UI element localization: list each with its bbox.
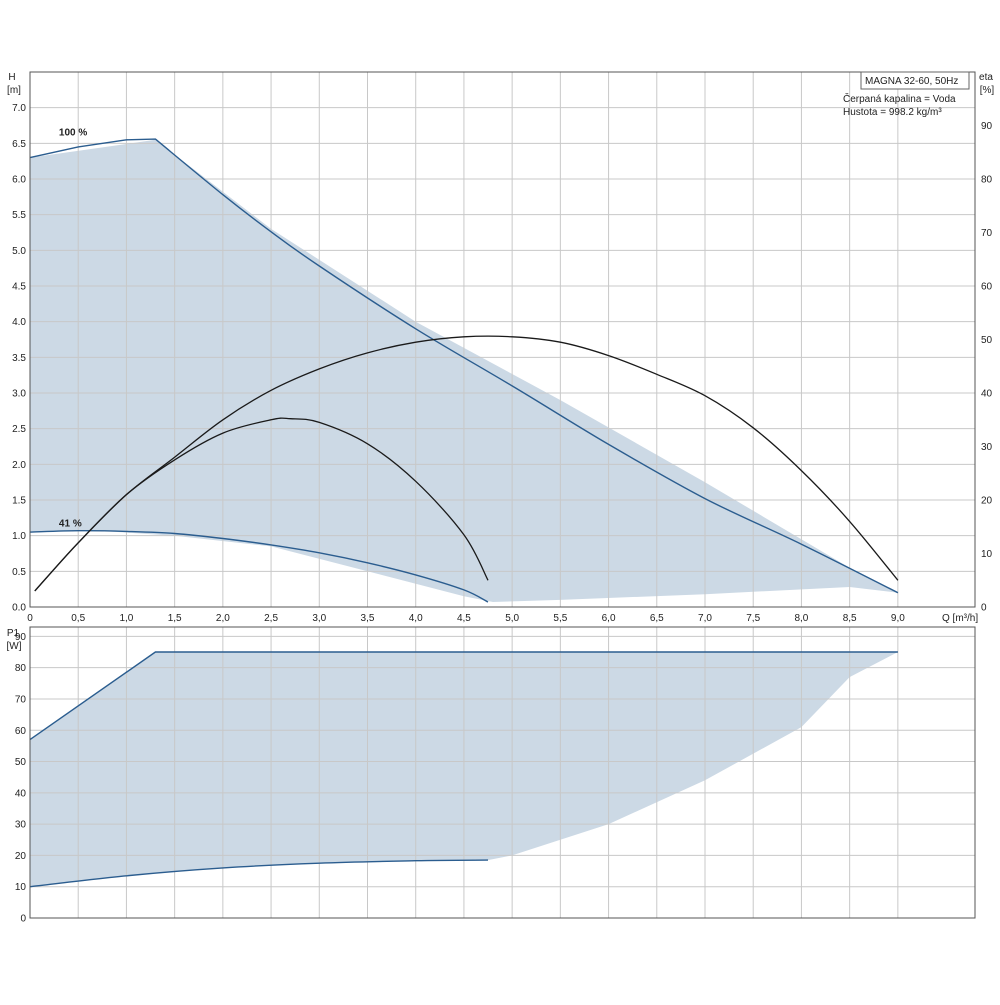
y-tick-label: 1.5 bbox=[12, 496, 26, 507]
x-tick-label: 9,0 bbox=[891, 613, 905, 624]
legend-title: MAGNA 32-60, 50Hz bbox=[865, 76, 958, 87]
x-tick-label: 2,0 bbox=[216, 613, 230, 624]
x-tick-label: 2,5 bbox=[264, 613, 278, 624]
y2-tick-label: 40 bbox=[981, 389, 993, 400]
y-tick-label: 6.0 bbox=[12, 175, 26, 186]
head-panel-frame bbox=[29, 71, 976, 608]
y-tick-label: 0.5 bbox=[12, 567, 26, 578]
power-y-tick-label: 90 bbox=[15, 632, 27, 643]
y-tick-label: 4.5 bbox=[12, 282, 26, 293]
power-y-tick-label: 30 bbox=[15, 820, 27, 831]
power-y-tick-label: 70 bbox=[15, 694, 27, 705]
x-axis-label: Q [m³/h] bbox=[942, 613, 978, 624]
x-tick-label: 6,5 bbox=[650, 613, 664, 624]
power-y-tick-label: 50 bbox=[15, 757, 27, 768]
power-curve-100 bbox=[29, 651, 898, 741]
x-tick-label: 0 bbox=[27, 613, 33, 624]
x-tick-label: 4,0 bbox=[409, 613, 423, 624]
y2-tick-label: 80 bbox=[981, 175, 993, 186]
y-tick-label: 2.5 bbox=[12, 424, 26, 435]
power-y-tick-label: 20 bbox=[15, 851, 27, 862]
power-y-axis-label: P1 bbox=[7, 628, 20, 639]
y2-axis-label: eta bbox=[979, 72, 993, 83]
y2-tick-label: 30 bbox=[981, 442, 993, 453]
power-curve-41 bbox=[29, 859, 489, 888]
y-tick-label: 4.0 bbox=[12, 317, 26, 328]
x-tick-label: 7,5 bbox=[746, 613, 760, 624]
x-tick-label: 5,5 bbox=[553, 613, 567, 624]
x-tick-label: 8,0 bbox=[794, 613, 808, 624]
power-y-tick-label: 0 bbox=[20, 914, 26, 925]
y-tick-label: 7.0 bbox=[12, 103, 26, 114]
power-y-tick-label: 10 bbox=[15, 882, 27, 893]
curve-label: 100 % bbox=[59, 128, 87, 139]
y-axis-unit-label: [m] bbox=[7, 85, 21, 96]
x-tick-label: 4,5 bbox=[457, 613, 471, 624]
y2-tick-label: 10 bbox=[981, 549, 993, 560]
x-tick-label: 8,5 bbox=[843, 613, 857, 624]
y-tick-label: 2.0 bbox=[12, 460, 26, 471]
y-tick-label: 3.0 bbox=[12, 389, 26, 400]
x-tick-label: 0,5 bbox=[71, 613, 85, 624]
y-tick-label: 0.0 bbox=[12, 603, 26, 614]
y2-tick-label: 70 bbox=[981, 228, 993, 239]
y2-tick-label: 60 bbox=[981, 282, 993, 293]
power-y-tick-label: 40 bbox=[15, 788, 27, 799]
efficiency-curve-3 bbox=[34, 417, 489, 592]
y2-tick-label: 50 bbox=[981, 335, 993, 346]
y-axis-label: H bbox=[8, 72, 15, 83]
x-tick-label: 1,0 bbox=[119, 613, 133, 624]
y-tick-label: 1.0 bbox=[12, 531, 26, 542]
efficiency-curve-2 bbox=[34, 335, 899, 592]
x-tick-label: 6,0 bbox=[602, 613, 616, 624]
y2-axis-unit-label: [%] bbox=[980, 85, 995, 96]
y2-tick-label: 20 bbox=[981, 496, 993, 507]
power-y-tick-label: 80 bbox=[15, 663, 27, 674]
x-tick-label: 3,5 bbox=[361, 613, 375, 624]
x-tick-label: 1,5 bbox=[168, 613, 182, 624]
legend-line: Čerpaná kapalina = Voda bbox=[843, 92, 956, 105]
power-y-tick-label: 60 bbox=[15, 726, 27, 737]
legend-line: Hustota = 998.2 kg/m³ bbox=[843, 107, 942, 118]
y2-tick-label: 90 bbox=[981, 121, 993, 132]
y-tick-label: 5.0 bbox=[12, 246, 26, 257]
y-tick-label: 6.5 bbox=[12, 139, 26, 150]
power-y-axis-unit-label: [W] bbox=[7, 641, 22, 652]
head-curve-41 bbox=[29, 529, 489, 603]
y-tick-label: 3.5 bbox=[12, 353, 26, 364]
x-tick-label: 7,0 bbox=[698, 613, 712, 624]
y-tick-label: 5.5 bbox=[12, 210, 26, 221]
power-panel-frame bbox=[29, 626, 976, 919]
y2-tick-label: 0 bbox=[981, 603, 987, 614]
head-curve-100 bbox=[29, 138, 899, 594]
head-panel-grid bbox=[29, 72, 975, 608]
curve-label: 41 % bbox=[59, 519, 82, 530]
x-tick-label: 3,0 bbox=[312, 613, 326, 624]
x-tick-label: 5,0 bbox=[505, 613, 519, 624]
legend-title-box bbox=[860, 71, 970, 90]
